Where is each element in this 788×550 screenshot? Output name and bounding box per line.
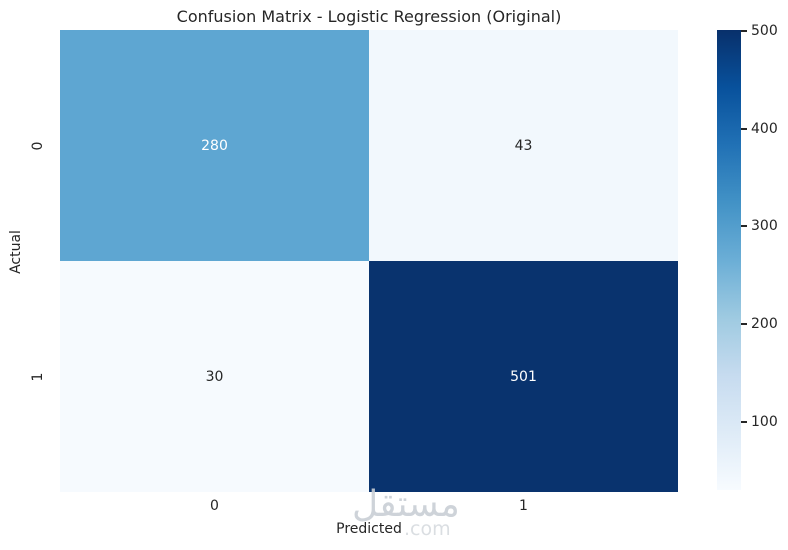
colorbar-tick-label-400: 400 [751,121,778,137]
colorbar-tick-label-100: 100 [751,414,778,430]
y-axis-label: Actual [8,230,24,274]
chart-title: Confusion Matrix - Logistic Regression (… [176,7,562,26]
colorbar-tick-mark [741,30,747,32]
heatmap-cell-actual0-pred0: 280 [60,30,369,261]
heatmap-cell-actual1-pred0: 30 [60,261,369,492]
y-tick-label-1: 1 [30,372,46,382]
colorbar-tick-mark [741,421,747,423]
colorbar-tick-mark [741,323,747,325]
colorbar-tick-label-300: 300 [751,218,778,234]
heatmap-cell-actual1-pred1: 501 [369,261,678,492]
cell-value: 43 [514,137,533,154]
cell-value: 501 [510,368,537,385]
colorbar [717,30,741,490]
x-axis-label: Predicted [336,521,402,537]
cell-value: 30 [205,368,224,385]
x-tick-label-0: 0 [210,498,219,514]
heatmap-grid: 280 43 30 501 [60,30,678,492]
cell-value: 280 [201,137,228,154]
x-tick-label-1: 1 [519,498,528,514]
colorbar-tick-mark [741,128,747,130]
colorbar-tick-mark [741,225,747,227]
colorbar-tick-label-500: 500 [751,23,778,39]
heatmap-cell-actual0-pred1: 43 [369,30,678,261]
y-tick-label-0: 0 [30,141,46,151]
colorbar-tick-label-200: 200 [751,316,778,332]
